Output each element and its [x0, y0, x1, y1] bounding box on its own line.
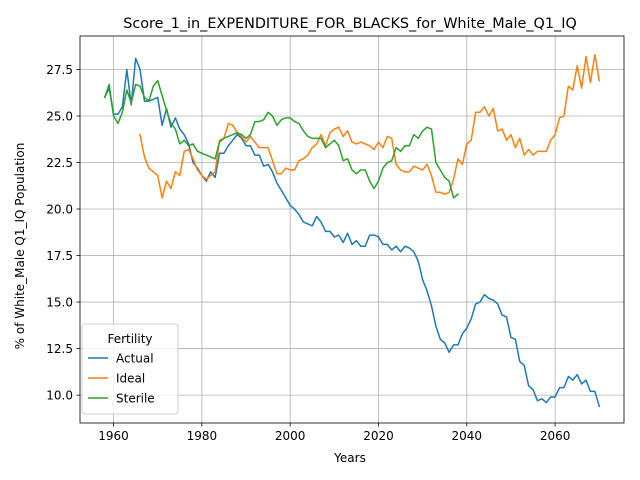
x-tick-label: 2020: [363, 429, 394, 443]
y-tick-label: 15.0: [46, 295, 73, 309]
series-lines: [103, 53, 601, 408]
legend-title: Fertility: [107, 332, 152, 346]
y-axis-ticks: 10.0 12.5 15.0 17.5 20.0 22.5 25.0 27.5: [46, 63, 80, 402]
y-tick-label: 22.5: [46, 156, 73, 170]
series-line-ideal: [139, 53, 601, 199]
legend-label-ideal: Ideal: [116, 371, 145, 385]
x-axis-ticks: 1960 1980 2000 2020 2040 2060: [98, 423, 570, 443]
y-tick-label: 20.0: [46, 202, 73, 216]
series-line-sterile: [103, 79, 460, 199]
y-tick-label: 12.5: [46, 342, 73, 356]
legend-box: [81, 323, 179, 415]
grid-lines: [80, 36, 624, 423]
plot-area-frame: [79, 35, 625, 424]
x-tick-label: 2040: [452, 429, 483, 443]
chart-title: Score_1_in_EXPENDITURE_FOR_BLACKS_for_Wh…: [123, 16, 577, 32]
y-axis-label: % of White_Male Q1_IQ Population: [13, 143, 27, 350]
x-tick-label: 1980: [187, 429, 218, 443]
y-tick-label: 17.5: [46, 249, 73, 263]
x-axis-label: Years: [333, 451, 366, 465]
y-tick-label: 27.5: [46, 63, 73, 77]
y-tick-label: 25.0: [46, 109, 73, 123]
x-tick-label: 2000: [275, 429, 306, 443]
series-line-actual: [103, 57, 601, 408]
x-tick-label: 2060: [540, 429, 571, 443]
legend: Fertility Actual Ideal Sterile: [81, 323, 179, 415]
legend-label-actual: Actual: [116, 351, 154, 365]
x-tick-label: 1960: [98, 429, 129, 443]
legend-label-sterile: Sterile: [116, 391, 155, 405]
y-tick-label: 10.0: [46, 388, 73, 402]
